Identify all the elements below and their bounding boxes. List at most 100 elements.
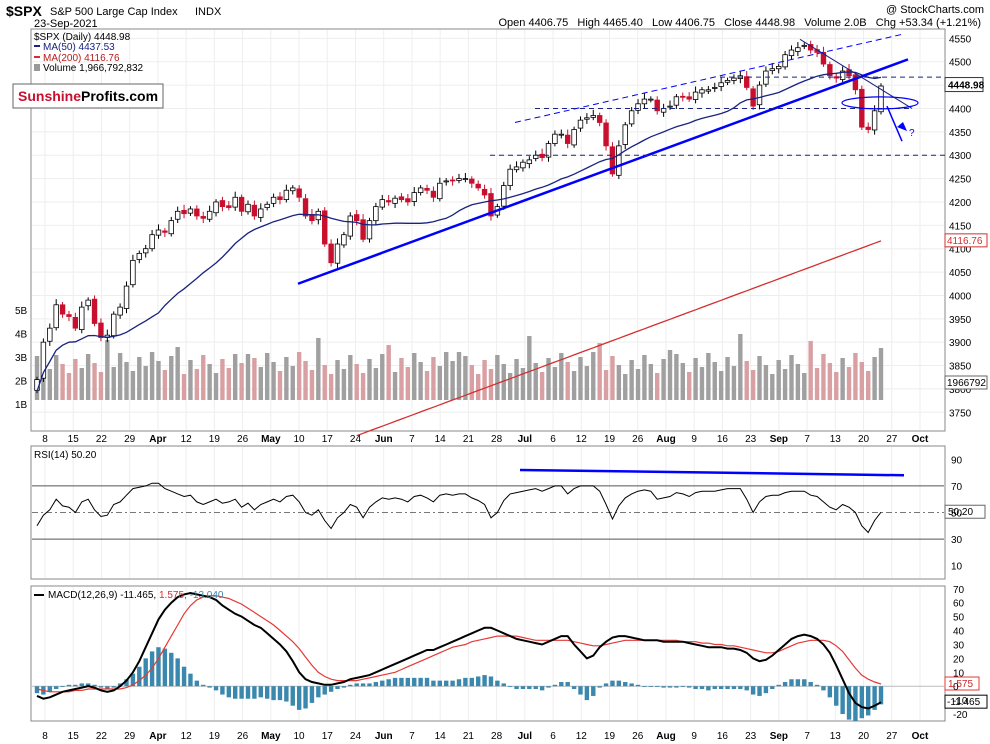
candle-body [149, 234, 155, 250]
candle-body [699, 89, 705, 94]
x-tick-label: 24 [350, 731, 362, 742]
volume-bar [642, 355, 647, 400]
candle-body [750, 88, 756, 107]
volume-bar [137, 357, 142, 400]
volume-bar [597, 343, 602, 400]
y-tick-label: 4400 [949, 104, 972, 115]
x-tick-label: 19 [604, 434, 616, 445]
volume-bar [840, 358, 845, 400]
candle-body [405, 198, 411, 203]
volume-bar [757, 356, 762, 400]
macd-histogram-bar [571, 686, 577, 689]
volume-bar [495, 355, 500, 400]
volume-bar [859, 362, 865, 400]
macd-histogram-bar [226, 686, 232, 698]
candle-body [507, 168, 513, 186]
last-price-label: 4448.98 [948, 81, 985, 92]
index-name: S&P 500 Large Cap Index [50, 6, 178, 18]
macd-value-label: -11.465 [947, 697, 981, 708]
macd-tick-label: 10 [953, 668, 965, 679]
macd-histogram-bar [34, 686, 40, 694]
candle-body [379, 199, 385, 208]
y-tick-label: 4200 [949, 198, 972, 209]
ma50-line [36, 71, 882, 392]
candle-body [187, 208, 194, 214]
macd-histogram-bar [137, 666, 142, 687]
x-tick-label: 19 [209, 731, 221, 742]
volume-bar [488, 369, 494, 400]
volume-bar [450, 361, 455, 400]
candle-body [475, 183, 481, 189]
exchange-label: INDX [195, 6, 222, 18]
macd-histogram-bar [686, 686, 692, 688]
volume-bar [686, 372, 692, 400]
volume-bar [725, 357, 730, 400]
macd-histogram-bar [693, 686, 698, 689]
volume-bar [808, 341, 813, 400]
volume-bar [181, 374, 187, 400]
macd-histogram-bar [437, 680, 443, 687]
macd-histogram-bar [85, 683, 91, 687]
volume-bar [718, 371, 724, 400]
macd-histogram-bar [482, 675, 487, 687]
volume-bar [827, 363, 833, 400]
candle-body [66, 314, 72, 317]
macd-histogram-bar [79, 683, 84, 687]
x-tick-label: 29 [124, 434, 136, 445]
macd-histogram-bar [559, 682, 564, 687]
macd-histogram-bar [284, 686, 289, 702]
candle-body [852, 74, 859, 91]
candle-body [731, 77, 737, 81]
volume-bar [316, 338, 321, 400]
volume-bar [258, 367, 263, 400]
volume-bar [507, 373, 513, 400]
x-tick-label: May [261, 731, 281, 742]
candle-body [603, 122, 609, 147]
y-tick-label: 4150 [949, 221, 972, 232]
candle-body [232, 196, 238, 208]
volume-bar [872, 357, 877, 400]
macd-histogram-bar [507, 686, 513, 688]
macd-histogram-bar [495, 680, 500, 687]
macd-histogram-bar [776, 684, 781, 687]
macd-histogram-bar [597, 686, 602, 688]
candle-body [258, 208, 264, 218]
macd-histogram-bar [373, 682, 379, 687]
volume-bar [60, 364, 65, 400]
candle-body [59, 304, 66, 315]
rsi-value-badge [944, 504, 986, 519]
candle-body [526, 159, 533, 165]
macd-histogram-bar [859, 686, 865, 719]
y-tick-label: 4000 [949, 291, 972, 302]
macd-histogram-bar [322, 686, 327, 695]
legend-ma200: MA(200) 4116.76 [43, 53, 120, 64]
volume-bar [744, 361, 749, 400]
macd-histogram-bar [603, 683, 609, 687]
rsi-tick-label: 50 [951, 509, 963, 520]
volume-bar [309, 370, 315, 400]
candle-body [385, 200, 392, 203]
volume-bar [380, 354, 385, 400]
macd-histogram-bar [795, 679, 801, 687]
candle-body [353, 214, 360, 222]
x-tick-label: 19 [209, 434, 221, 445]
macd-histogram-bar [770, 686, 775, 689]
volume-bar [85, 354, 91, 400]
candle-body [564, 134, 571, 144]
overlays: ? [36, 33, 945, 437]
x-tick-label: 7 [804, 434, 810, 445]
volume-bar [482, 360, 487, 400]
volume-bar [354, 364, 359, 400]
macd-histogram-bar [706, 686, 711, 691]
macd-signal-badge [944, 676, 980, 691]
macd-panel-frame [30, 585, 946, 722]
candle-body [481, 188, 488, 196]
macd-histogram-bar [616, 680, 622, 687]
volume-axis-label: 5B [15, 306, 28, 317]
candle-body [712, 87, 718, 89]
volume-bar [616, 365, 622, 400]
volume-bar [226, 368, 232, 400]
volume-bar [610, 356, 615, 400]
macd-histogram-bar [60, 686, 65, 688]
macd-histogram-bar [718, 686, 724, 689]
